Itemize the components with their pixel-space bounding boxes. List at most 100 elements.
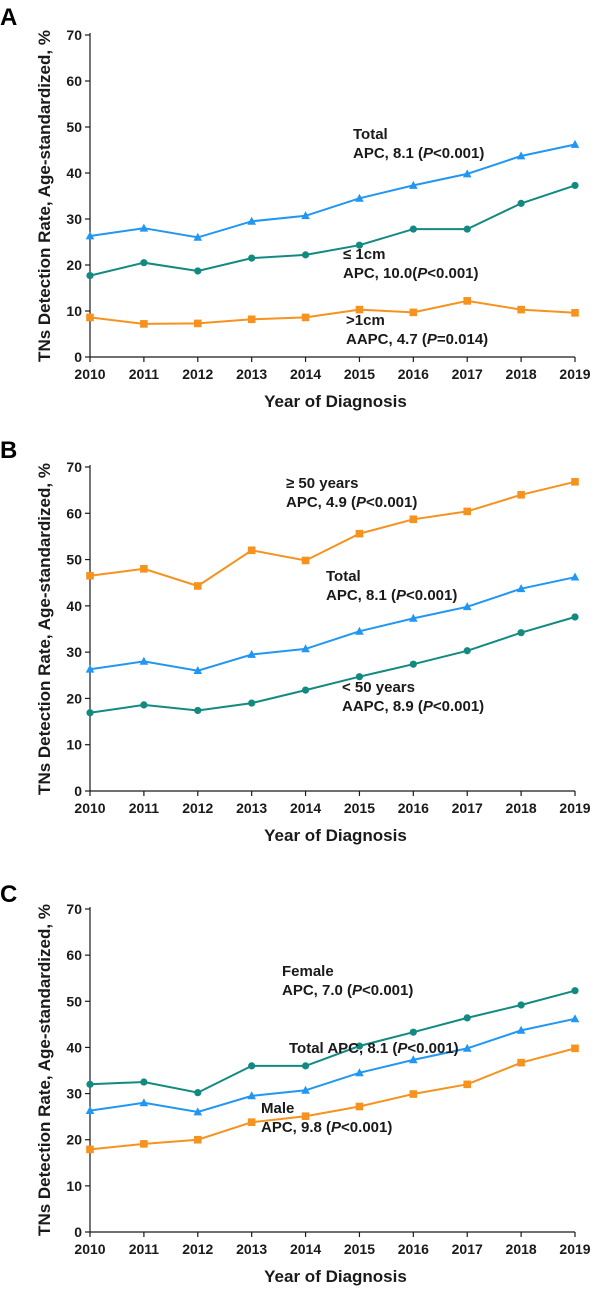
series-line [89,616,576,714]
series-triangle [85,139,580,241]
data-point [248,1062,256,1070]
annotation-text: Male [261,1100,294,1117]
y-tick-label: 10 [66,1178,82,1194]
annotation-label: >1cm AAPC, 4.7 (P=0.014) [346,312,488,348]
data-point [517,490,525,499]
data-point [355,1042,364,1050]
series-line [89,480,576,588]
data-point [570,139,580,148]
x-axis-title: Year of Diagnosis [264,392,407,411]
data-point [355,305,364,314]
series-square [86,478,579,590]
x-tick-label: 2012 [182,1241,213,1257]
x-tick-label: 2015 [344,1241,375,1257]
data-point [248,254,256,262]
data-point [571,478,579,486]
data-point [193,582,202,590]
data-point [517,1001,525,1009]
x-tick-label: 2016 [398,366,429,382]
annotation-text: P [427,331,438,348]
y-tick-label: 40 [66,598,82,614]
y-tick-label: 60 [66,73,82,89]
data-point [140,259,148,267]
annotation-text: P [397,1040,408,1057]
x-tick-label: 2017 [452,366,483,382]
data-point [139,223,149,232]
annotation-text: <0.001) [341,1119,392,1136]
data-point [570,1014,580,1023]
x-tick-label: 2010 [74,1241,105,1257]
x-tick-label: 2013 [236,1241,267,1257]
annotation-text: Total [326,568,361,585]
y-tick-label: 20 [66,257,82,273]
y-tick-label: 50 [66,993,82,1009]
annotation-text: APC, 9.8 ( [261,1119,331,1136]
x-axis-title: Year of Diagnosis [264,1267,407,1286]
annotation-label: Male APC, 9.8 (P<0.001) [261,1100,392,1136]
data-point [301,1062,310,1070]
data-point [194,706,202,715]
data-point [247,216,256,225]
data-point [463,647,471,655]
data-point [248,699,256,707]
panel-letter: A [0,4,17,31]
x-tick-label: 2017 [452,800,483,816]
x-tick-label: 2018 [506,800,537,816]
data-point [86,313,94,322]
annotation-text: ≥ 50 years [286,475,358,492]
data-point [140,1078,148,1086]
x-tick-label: 2017 [452,1241,483,1257]
annotation-label: Total APC, 8.1 (P<0.001) [353,126,484,162]
x-tick-label: 2016 [398,800,429,816]
annotation-text: <0.001) [433,145,484,162]
data-point [355,1068,364,1077]
data-point [193,1107,203,1116]
x-tick-label: 2014 [290,366,321,382]
y-tick-label: 20 [66,1132,82,1148]
x-tick-label: 2014 [290,1241,321,1257]
data-point [247,315,256,324]
data-point [193,232,203,241]
data-point [355,1102,364,1111]
annotation-text: <0.001) [407,1040,458,1057]
x-tick-label: 2013 [236,366,267,382]
annotation-text: <0.001) [433,698,484,715]
series-line [89,299,576,325]
y-axis-title: TNs Detection Rate, Age-standardized, % [35,904,54,1236]
data-point [140,565,148,573]
data-point [517,305,525,314]
data-point [301,313,310,322]
y-tick-label: 50 [66,552,82,568]
data-point [463,225,471,233]
y-tick-label: 50 [66,119,82,135]
annotation-text: P [331,1119,342,1136]
annotation-text: Total [353,126,388,143]
data-point [355,193,364,202]
x-tick-label: 2019 [559,366,590,382]
data-point [517,1058,525,1067]
data-point [409,1090,418,1098]
annotation-text: <0.001) [406,587,457,604]
y-axis-title: TNs Detection Rate, Age-standardized, % [35,463,54,795]
data-point [86,1145,94,1154]
data-point [139,656,149,665]
data-point [194,1089,202,1097]
y-tick-label: 70 [66,27,82,43]
data-point [85,231,95,240]
data-point [301,1112,310,1120]
y-tick-label: 10 [66,737,82,753]
series-circle [86,181,579,280]
data-point [301,644,310,653]
annotation-text: P [352,982,363,999]
y-tick-label: 30 [66,211,82,227]
data-point [571,987,579,995]
data-point [462,169,472,178]
annotation-text: P [423,698,434,715]
data-point [86,571,94,580]
data-point [247,1118,256,1126]
data-point [570,572,580,581]
data-point [301,556,310,565]
annotation-text: Female [282,963,334,980]
annotation-label: ≥ 50 years APC, 4.9 (P<0.001) [286,475,417,511]
data-point [247,649,256,658]
